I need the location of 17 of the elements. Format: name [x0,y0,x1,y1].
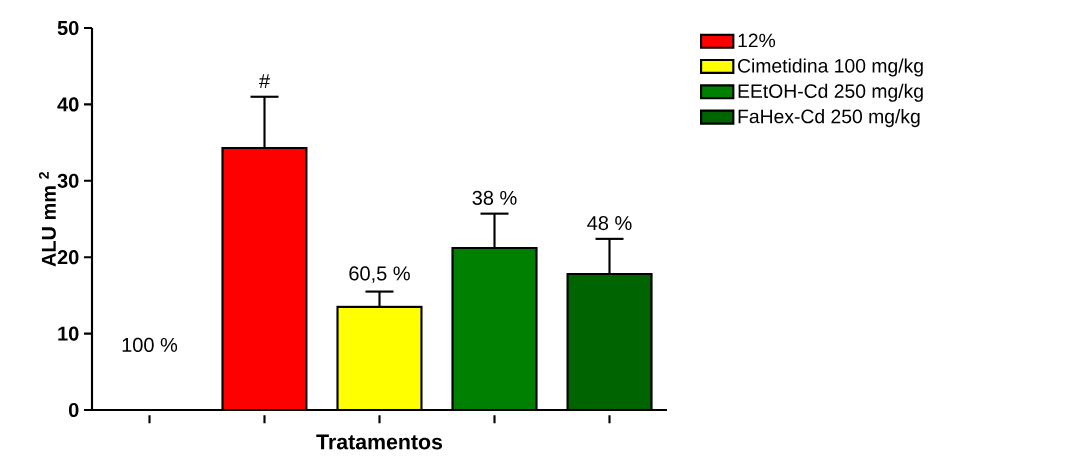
x-axis-title: Tratamentos [316,434,443,450]
y-tick-label: 40 [57,97,79,112]
y-tick-label: 0 [68,402,79,418]
legend-label: FaHex-Cd 250 mg/kg [738,109,920,128]
legend-label: 12% [738,33,776,48]
annotation: # [259,74,270,89]
annotation: 60,5 % [349,266,410,283]
y-tick-label: 20 [57,250,79,265]
legend-label: EEtOH-Cd 250 mg/kg [738,83,923,102]
y-tick-label: 50 [57,20,79,36]
annotation: 100 % [122,337,178,352]
y-axis-title: ALU mm $^{2}$ [38,172,56,267]
annotation: 38 % [472,190,517,205]
annotation: 48 % [587,215,632,231]
y-tick-label: 30 [57,173,79,188]
legend-label: Cimetidina 100 mg/kg [738,58,923,77]
y-tick-label: 10 [58,326,79,341]
